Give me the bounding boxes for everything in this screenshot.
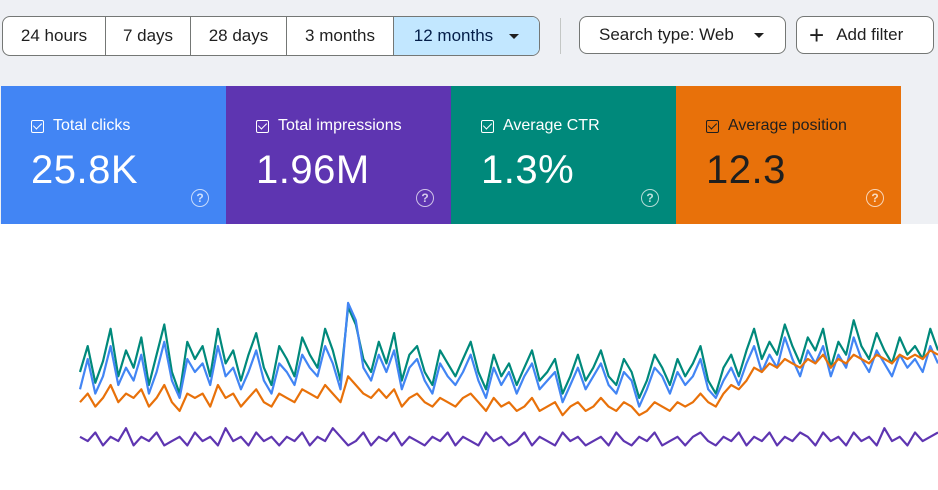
series-line-3: [79, 427, 938, 447]
help-icon[interactable]: ?: [416, 189, 434, 207]
checkbox-icon[interactable]: [706, 119, 719, 133]
series-line-1: [78, 301, 938, 408]
add-filter-label: Add filter: [836, 25, 904, 44]
plus-icon: +: [809, 20, 825, 50]
range-label: 7 days: [122, 26, 174, 45]
performance-chart-svg: [78, 301, 938, 447]
range-label: 12 months: [413, 26, 494, 45]
help-icon[interactable]: ?: [866, 189, 884, 207]
metric-label: Total clicks: [53, 117, 131, 134]
checkbox-icon[interactable]: [31, 119, 44, 133]
chevron-down-icon: [753, 32, 764, 38]
checkbox-icon[interactable]: [256, 119, 269, 133]
metric-label: Total impressions: [278, 117, 402, 134]
search-type-label: Search type: Web: [599, 25, 734, 44]
toolbar: 24 hours 7 days 28 days 3 months 12 mont…: [0, 16, 938, 56]
range-24-hours[interactable]: 24 hours: [3, 17, 106, 55]
metric-value: 1.96M: [256, 148, 370, 192]
metric-label: Average CTR: [503, 117, 600, 134]
range-3-months[interactable]: 3 months: [287, 17, 394, 55]
metric-card-total-clicks[interactable]: Total clicks 25.8K ?: [1, 86, 226, 224]
metric-card-average-position[interactable]: Average position 12.3 ?: [676, 86, 901, 224]
metric-value: 12.3: [706, 148, 786, 192]
metric-value: 25.8K: [31, 148, 139, 192]
search-type-dropdown[interactable]: Search type: Web: [579, 16, 786, 54]
metric-card-average-ctr[interactable]: Average CTR 1.3% ?: [451, 86, 676, 224]
range-label: 24 hours: [20, 26, 88, 45]
range-28-days[interactable]: 28 days: [191, 17, 287, 55]
metric-value: 1.3%: [481, 148, 575, 192]
metric-cards: Total clicks 25.8K ? Total impressions 1…: [1, 86, 901, 224]
help-icon[interactable]: ?: [191, 189, 209, 207]
range-12-months[interactable]: 12 months: [394, 17, 539, 55]
range-7-days[interactable]: 7 days: [106, 17, 191, 55]
checkbox-icon[interactable]: [481, 119, 494, 133]
metric-label: Average position: [728, 117, 847, 134]
series-line-0: [78, 306, 938, 399]
date-range-selector: 24 hours 7 days 28 days 3 months 12 mont…: [2, 16, 540, 56]
toolbar-divider: [560, 18, 561, 54]
metric-card-total-impressions[interactable]: Total impressions 1.96M ?: [226, 86, 451, 224]
help-icon[interactable]: ?: [641, 189, 659, 207]
performance-chart: [0, 224, 938, 490]
series-line-2: [79, 349, 938, 417]
chevron-down-icon: [509, 33, 520, 39]
range-label: 3 months: [305, 26, 375, 45]
add-filter-button[interactable]: + Add filter: [796, 16, 934, 54]
range-label: 28 days: [208, 26, 269, 45]
